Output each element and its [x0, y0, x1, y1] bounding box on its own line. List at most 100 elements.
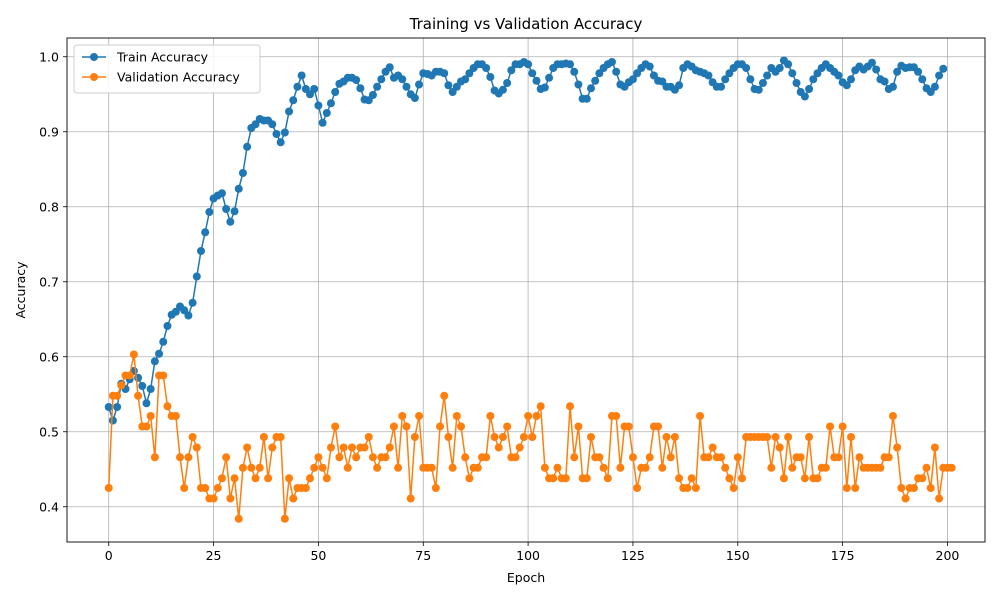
data-point	[234, 184, 243, 193]
legend: Train Accuracy Validation Accuracy	[73, 44, 261, 94]
data-point	[184, 311, 193, 320]
data-point	[658, 463, 667, 472]
data-point	[788, 69, 797, 78]
data-point	[306, 474, 315, 483]
data-point	[113, 403, 122, 411]
data-point	[188, 298, 197, 307]
data-point	[855, 453, 864, 462]
data-point	[104, 484, 113, 492]
data-point	[117, 381, 126, 390]
data-point	[763, 433, 772, 441]
data-point	[587, 84, 595, 93]
data-point	[398, 75, 407, 84]
data-point	[545, 73, 554, 82]
data-point	[918, 75, 927, 84]
data-point	[134, 391, 143, 400]
data-point	[746, 75, 755, 84]
data-point	[461, 453, 470, 462]
data-point	[490, 433, 499, 441]
x-axis: 0 25 50 75 100 125 150 175 200	[105, 542, 959, 563]
data-point	[922, 463, 931, 472]
data-point	[717, 82, 726, 91]
data-point	[666, 453, 675, 462]
data-point	[310, 463, 319, 472]
data-point	[268, 443, 277, 452]
data-point	[838, 422, 847, 431]
data-point	[570, 67, 579, 76]
data-point	[171, 412, 180, 420]
data-point	[398, 412, 407, 420]
data-point	[704, 71, 713, 80]
data-point	[800, 92, 809, 101]
data-point	[410, 94, 419, 102]
data-point	[385, 443, 394, 452]
data-point	[587, 433, 595, 441]
y-axis: 0.4 0.5 0.6 0.7 0.8 0.9 1.0	[39, 49, 67, 514]
data-point	[553, 463, 562, 472]
data-point	[888, 82, 897, 91]
data-point	[909, 484, 918, 492]
data-point	[758, 79, 767, 87]
data-point	[503, 422, 512, 431]
data-point	[113, 391, 122, 400]
data-point	[222, 453, 231, 462]
data-point	[272, 130, 281, 138]
data-point	[574, 80, 583, 89]
y-axis-title: Accuracy	[13, 261, 28, 319]
data-point	[268, 120, 277, 129]
data-point	[155, 349, 164, 358]
x-axis-title: Epoch	[507, 570, 545, 585]
data-point	[498, 433, 507, 441]
x-tick-label: 75	[415, 548, 431, 563]
legend-label-train: Train Accuracy	[116, 50, 209, 65]
data-point	[729, 484, 738, 492]
data-point	[930, 82, 939, 91]
data-point	[176, 453, 185, 462]
data-point	[616, 463, 625, 472]
data-point	[628, 75, 637, 84]
data-point	[150, 453, 159, 462]
data-point	[368, 453, 377, 462]
data-point	[129, 350, 138, 359]
data-point	[108, 416, 117, 425]
data-point	[612, 412, 621, 420]
data-point	[347, 443, 356, 452]
data-point	[243, 142, 252, 151]
data-point	[373, 82, 382, 91]
legend-marker-validation	[90, 73, 98, 81]
data-point	[138, 382, 147, 390]
data-point	[821, 463, 830, 472]
data-point	[440, 391, 449, 400]
data-point	[842, 81, 851, 90]
data-point	[511, 453, 520, 462]
data-point	[209, 494, 218, 503]
data-point	[226, 217, 235, 226]
data-point	[146, 412, 155, 420]
legend-marker-train	[90, 53, 98, 61]
data-point	[339, 443, 348, 452]
data-point	[377, 75, 386, 84]
data-point	[318, 463, 327, 472]
data-point	[322, 109, 331, 117]
data-point	[230, 474, 239, 483]
legend-box	[73, 44, 261, 94]
data-point	[247, 463, 256, 472]
data-point	[540, 83, 549, 92]
data-point	[494, 443, 503, 452]
data-point	[939, 64, 948, 73]
plot-frame	[66, 37, 986, 543]
legend-label-validation: Validation Accuracy	[117, 70, 240, 85]
data-point	[570, 453, 579, 462]
x-tick-label: 150	[726, 548, 750, 563]
data-point	[293, 82, 302, 91]
data-point	[444, 81, 453, 90]
data-point	[717, 453, 726, 462]
data-point	[914, 67, 923, 76]
data-point	[935, 71, 944, 80]
data-point	[201, 484, 210, 492]
data-point	[813, 474, 822, 483]
data-point	[947, 463, 956, 472]
data-point	[775, 443, 784, 452]
data-point	[150, 357, 159, 366]
data-point	[452, 412, 461, 420]
